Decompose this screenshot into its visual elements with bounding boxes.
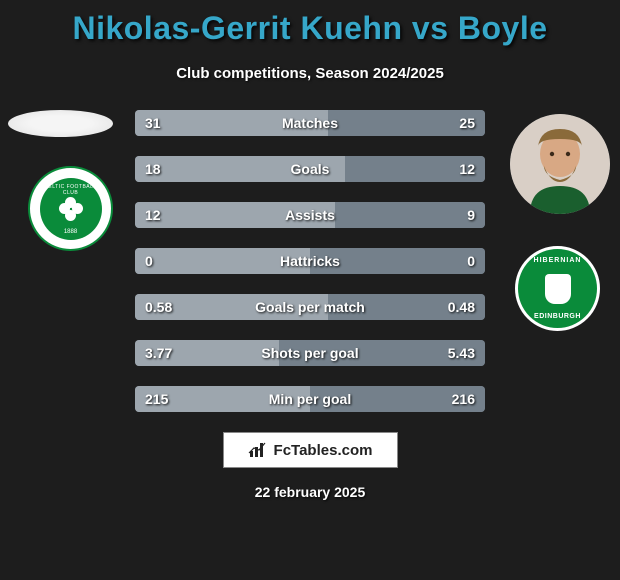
stat-fill-left [135, 340, 279, 366]
stat-row: 215216Min per goal [135, 386, 485, 412]
footer-date: 22 february 2025 [0, 484, 620, 500]
club-right-name-bottom: EDINBURGH [518, 313, 597, 320]
site-name: FcTables.com [274, 442, 373, 459]
harp-icon [545, 274, 571, 304]
stat-fill-right [328, 110, 486, 136]
stat-row: 3125Matches [135, 110, 485, 136]
stat-fill-left [135, 202, 335, 228]
stat-fill-left [135, 156, 345, 182]
clover-icon [59, 197, 83, 221]
stat-fill-right [328, 294, 486, 320]
comparison-area: CELTIC FOOTBALL CLUB 1888 HIBERNIAN EDIN… [0, 110, 620, 412]
stat-fill-right [310, 248, 485, 274]
chart-icon [248, 441, 270, 459]
club-right-name-top: HIBERNIAN [518, 257, 597, 264]
club-left-logo: CELTIC FOOTBALL CLUB 1888 [28, 166, 113, 251]
stat-fill-left [135, 248, 310, 274]
stat-row: 1812Goals [135, 156, 485, 182]
page-title: Nikolas-Gerrit Kuehn vs Boyle [0, 0, 620, 47]
stat-rows-container: 3125Matches 1812Goals 129Assists 00Hattrick… [135, 110, 485, 412]
stat-fill-left [135, 294, 328, 320]
stat-row: 129Assists [135, 202, 485, 228]
stat-fill-right [279, 340, 486, 366]
stat-fill-right [345, 156, 485, 182]
stat-row: 3.775.43Shots per goal [135, 340, 485, 366]
stat-fill-left [135, 386, 310, 412]
player-right-avatar [510, 114, 610, 214]
page-subtitle: Club competitions, Season 2024/2025 [0, 65, 620, 82]
site-logo: FcTables.com [223, 432, 398, 468]
stat-row: 00Hattricks [135, 248, 485, 274]
stat-row: 0.580.48Goals per match [135, 294, 485, 320]
person-icon [510, 114, 610, 214]
player-left-avatar [8, 110, 113, 137]
club-right-logo: HIBERNIAN EDINBURGH [515, 246, 600, 331]
stat-fill-right [335, 202, 486, 228]
stat-fill-left [135, 110, 328, 136]
stat-fill-right [310, 386, 485, 412]
club-left-name: CELTIC FOOTBALL CLUB [40, 184, 102, 196]
club-left-year: 1888 [40, 229, 102, 235]
